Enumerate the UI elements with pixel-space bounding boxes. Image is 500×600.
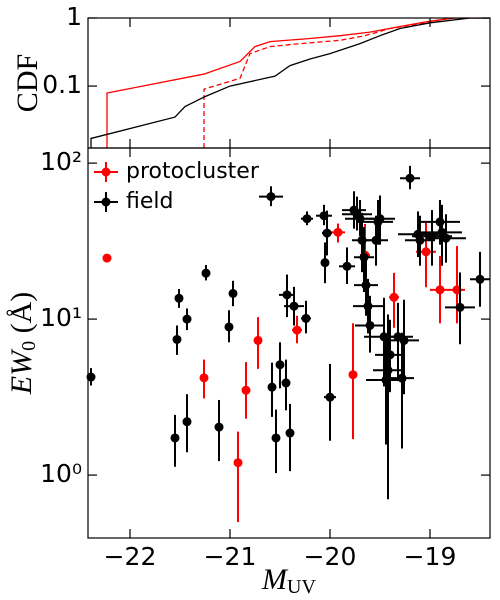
point (385, 350, 395, 360)
point (397, 373, 407, 383)
x-label-main: M (261, 563, 289, 596)
point (281, 378, 291, 388)
point (172, 334, 182, 344)
y-label-sub: 0 (18, 341, 40, 351)
point (86, 372, 96, 382)
point (282, 290, 292, 300)
y-tick-label: 10⁰ (40, 459, 82, 488)
point (214, 422, 224, 432)
point (435, 285, 445, 295)
point (182, 314, 192, 324)
point (325, 392, 335, 402)
cdf-line (106, 18, 490, 148)
legend-label: field (126, 189, 173, 214)
y-tick-label: 1 (66, 2, 82, 31)
point (421, 247, 431, 257)
y-tick-label: 0.1 (42, 70, 82, 99)
point (399, 335, 409, 345)
point (375, 214, 385, 224)
y-tick-label: 10² (40, 147, 82, 176)
point (233, 458, 243, 468)
point (292, 325, 302, 335)
x-tick-label: −19 (404, 542, 457, 571)
point (170, 433, 180, 443)
point (359, 252, 369, 262)
point (201, 268, 211, 278)
point (174, 293, 184, 303)
legend-marker (101, 197, 111, 207)
legend-marker (101, 167, 111, 177)
x-tick-label: −20 (304, 542, 357, 571)
point (348, 370, 358, 380)
y-axis-label: EW0 (Å) (5, 292, 40, 395)
y-tick-label: 10¹ (40, 303, 82, 332)
x-tick-label: −22 (104, 542, 157, 571)
point (285, 428, 295, 438)
point (199, 373, 209, 383)
y-axis-label: CDF (11, 54, 44, 112)
plot-frame (87, 147, 491, 539)
point (333, 227, 343, 237)
point (361, 280, 371, 290)
cdf-line (90, 18, 490, 148)
point (320, 258, 330, 268)
cdf-line (203, 18, 490, 148)
point (267, 382, 277, 392)
point (241, 385, 251, 395)
point (342, 261, 352, 271)
point (275, 360, 285, 370)
point (365, 320, 375, 330)
point (455, 302, 465, 312)
point (389, 292, 399, 302)
point (441, 233, 451, 243)
point (266, 192, 276, 202)
plot-frame (87, 17, 491, 149)
point (289, 301, 299, 311)
point (271, 433, 281, 443)
point (475, 274, 485, 284)
x-axis-label: MUV (261, 563, 316, 598)
point (435, 217, 445, 227)
point (415, 235, 425, 245)
point (405, 173, 415, 183)
point (253, 335, 263, 345)
point (228, 288, 238, 298)
point (224, 322, 234, 332)
point (301, 313, 311, 323)
y-label-unit: (Å) (5, 292, 38, 341)
y-label-main: EW (5, 348, 38, 395)
x-label-sub: UV (287, 576, 316, 598)
point (363, 301, 373, 311)
point (383, 365, 393, 375)
point (322, 228, 332, 238)
legend-label: protocluster (126, 159, 260, 184)
point (302, 214, 312, 224)
point (182, 417, 192, 427)
point (102, 253, 112, 263)
x-tick-label: −21 (204, 542, 257, 571)
